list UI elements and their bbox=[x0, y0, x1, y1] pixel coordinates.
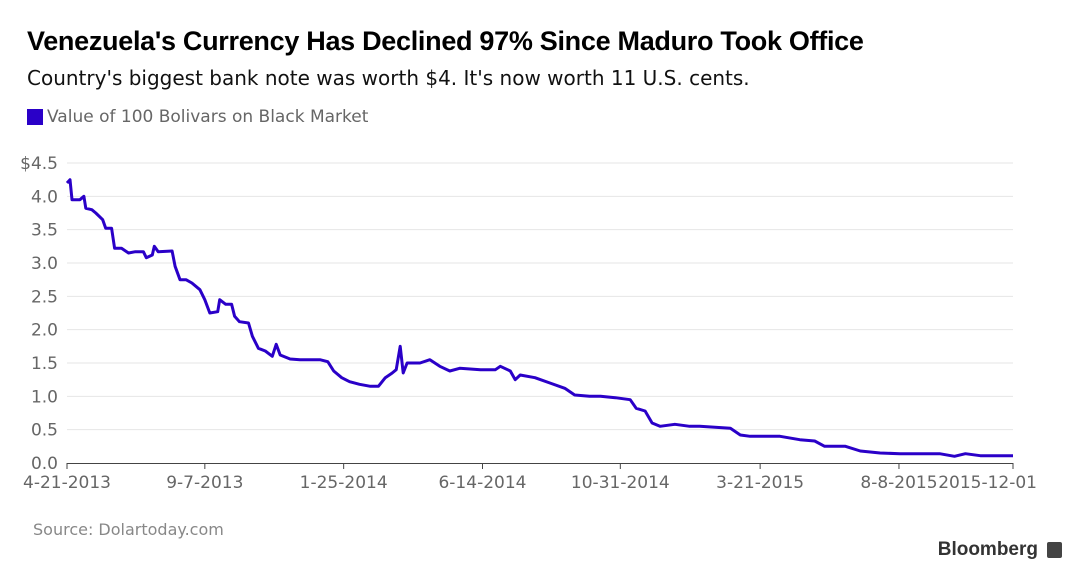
y-tick-label: 4.0 bbox=[31, 187, 58, 207]
legend-label: Value of 100 Bolivars on Black Market bbox=[47, 107, 369, 127]
legend: Value of 100 Bolivars on Black Market bbox=[27, 107, 368, 127]
series-line bbox=[65, 178, 1013, 458]
x-tick-label: 4-21-2013 bbox=[23, 473, 111, 493]
x-tick-label: 8-8-2015 bbox=[860, 473, 937, 493]
y-tick-label: 1.5 bbox=[31, 354, 58, 374]
x-tick-label: 6-14-2014 bbox=[438, 473, 526, 493]
y-tick-label: 0.5 bbox=[31, 421, 58, 441]
x-tick-label: 10-31-2014 bbox=[571, 473, 670, 493]
y-tick-label: $4.5 bbox=[20, 154, 58, 174]
x-tick-label: 1-25-2014 bbox=[300, 473, 388, 493]
x-tick-label: 3-21-2015 bbox=[716, 473, 804, 493]
source-note: Source: Dolartoday.com bbox=[33, 520, 224, 539]
y-tick-label: 0.0 bbox=[31, 454, 58, 474]
brand-name: Bloomberg bbox=[937, 539, 1038, 560]
chart-subtitle: Country's biggest bank note was worth $4… bbox=[27, 66, 750, 90]
bloomberg-logo: Bloomberg bbox=[938, 539, 1062, 561]
y-tick-label: 1.0 bbox=[31, 387, 58, 407]
y-tick-label: 3.0 bbox=[31, 254, 58, 274]
legend-swatch bbox=[27, 109, 43, 125]
y-tick-label: 2.5 bbox=[31, 287, 58, 307]
chart-title: Venezuela's Currency Has Declined 97% Si… bbox=[27, 26, 864, 56]
x-tick-label: 9-7-2013 bbox=[166, 473, 243, 493]
y-tick-label: 3.5 bbox=[31, 221, 58, 241]
y-tick-label: 2.0 bbox=[31, 321, 58, 341]
bar-chart-icon bbox=[1047, 542, 1062, 558]
x-tick-label: 2015-12-01 bbox=[938, 473, 1037, 493]
